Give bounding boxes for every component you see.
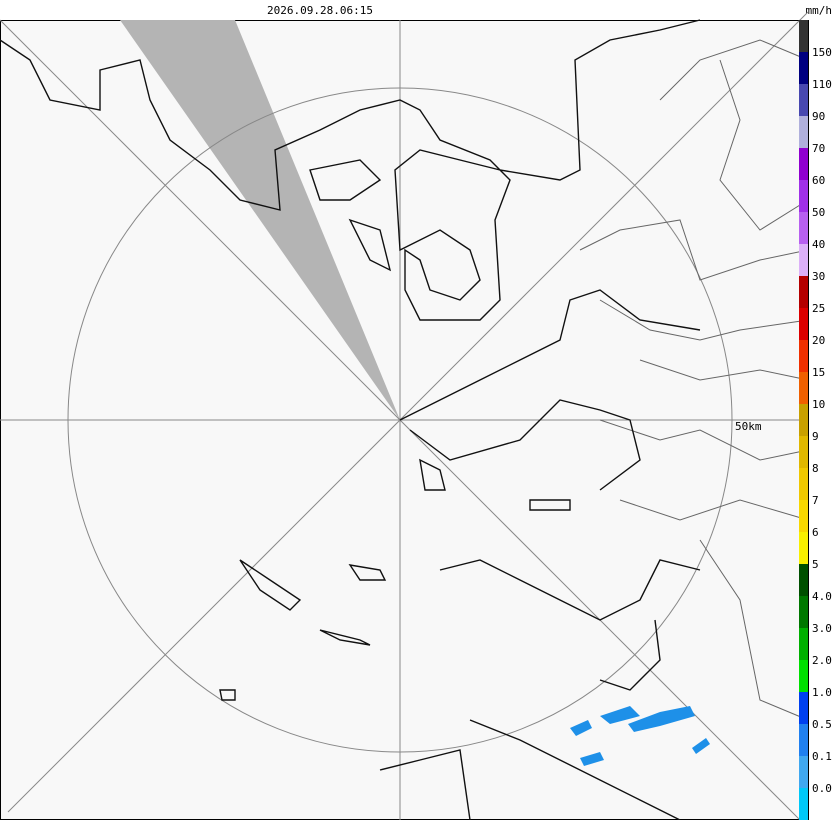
legend-swatch bbox=[799, 116, 808, 148]
legend-label: 10 bbox=[812, 398, 825, 411]
legend-swatch bbox=[799, 500, 808, 532]
legend-label: 0.0 bbox=[812, 782, 832, 795]
legend-swatch bbox=[799, 308, 808, 340]
legend-label: 2.0 bbox=[812, 654, 832, 667]
legend-label: 25 bbox=[812, 302, 825, 315]
legend-label: 6 bbox=[812, 526, 819, 539]
legend-label: 4.0 bbox=[812, 590, 832, 603]
color-legend: 150 110 90 70 60 50 40 30 25 20 15 10 9 8 7 6 5 4.0 3.0 2.0… bbox=[799, 20, 832, 820]
legend-swatch bbox=[799, 276, 808, 308]
legend-swatch bbox=[799, 564, 808, 596]
legend-label: 15 bbox=[812, 366, 825, 379]
legend-label: 90 bbox=[812, 110, 825, 123]
legend-swatch bbox=[799, 372, 808, 404]
legend-swatch bbox=[799, 756, 808, 788]
legend-swatch bbox=[799, 148, 808, 180]
legend-swatch bbox=[799, 340, 808, 372]
legend-swatch bbox=[799, 180, 808, 212]
legend-label: 7 bbox=[812, 494, 819, 507]
legend-label: 20 bbox=[812, 334, 825, 347]
legend-label: 5 bbox=[812, 558, 819, 571]
admin-borders bbox=[579, 39, 809, 721]
legend-swatch bbox=[799, 532, 808, 564]
legend-label: 50 bbox=[812, 206, 825, 219]
legend-swatch bbox=[799, 52, 808, 84]
legend-swatch bbox=[799, 468, 808, 500]
unit-label: mm/h bbox=[806, 4, 833, 17]
timestamp: 2026.09.28.06:15 bbox=[267, 4, 373, 17]
legend-swatch bbox=[799, 596, 808, 628]
legend-label: 3.0 bbox=[812, 622, 832, 635]
legend-label: 9 bbox=[812, 430, 819, 443]
range-label: 50km bbox=[735, 420, 762, 433]
legend-swatch bbox=[799, 692, 808, 724]
coastlines bbox=[0, 19, 701, 820]
precipitation bbox=[570, 706, 710, 766]
legend-swatch bbox=[799, 436, 808, 468]
legend-swatch bbox=[799, 84, 808, 116]
legend-label: 30 bbox=[812, 270, 825, 283]
blocked-sector bbox=[120, 20, 400, 420]
legend-label: 70 bbox=[812, 142, 825, 155]
legend-swatch bbox=[799, 628, 808, 660]
legend-swatch bbox=[799, 20, 808, 52]
legend-swatch bbox=[799, 660, 808, 692]
legend-label: 40 bbox=[812, 238, 825, 251]
legend-label: 0.5 bbox=[812, 718, 832, 731]
legend-swatch bbox=[799, 244, 808, 276]
legend-swatch bbox=[799, 212, 808, 244]
legend-label: 150 bbox=[812, 46, 832, 59]
legend-swatch bbox=[799, 788, 808, 820]
legend-swatch bbox=[799, 724, 808, 756]
map: 50km bbox=[0, 11, 809, 820]
legend-label: 8 bbox=[812, 462, 819, 475]
legend-swatch bbox=[799, 404, 808, 436]
legend-label: 60 bbox=[812, 174, 825, 187]
legend-label: 1.0 bbox=[812, 686, 832, 699]
legend-label: 0.1 bbox=[812, 750, 832, 763]
legend-label: 110 bbox=[812, 78, 832, 91]
